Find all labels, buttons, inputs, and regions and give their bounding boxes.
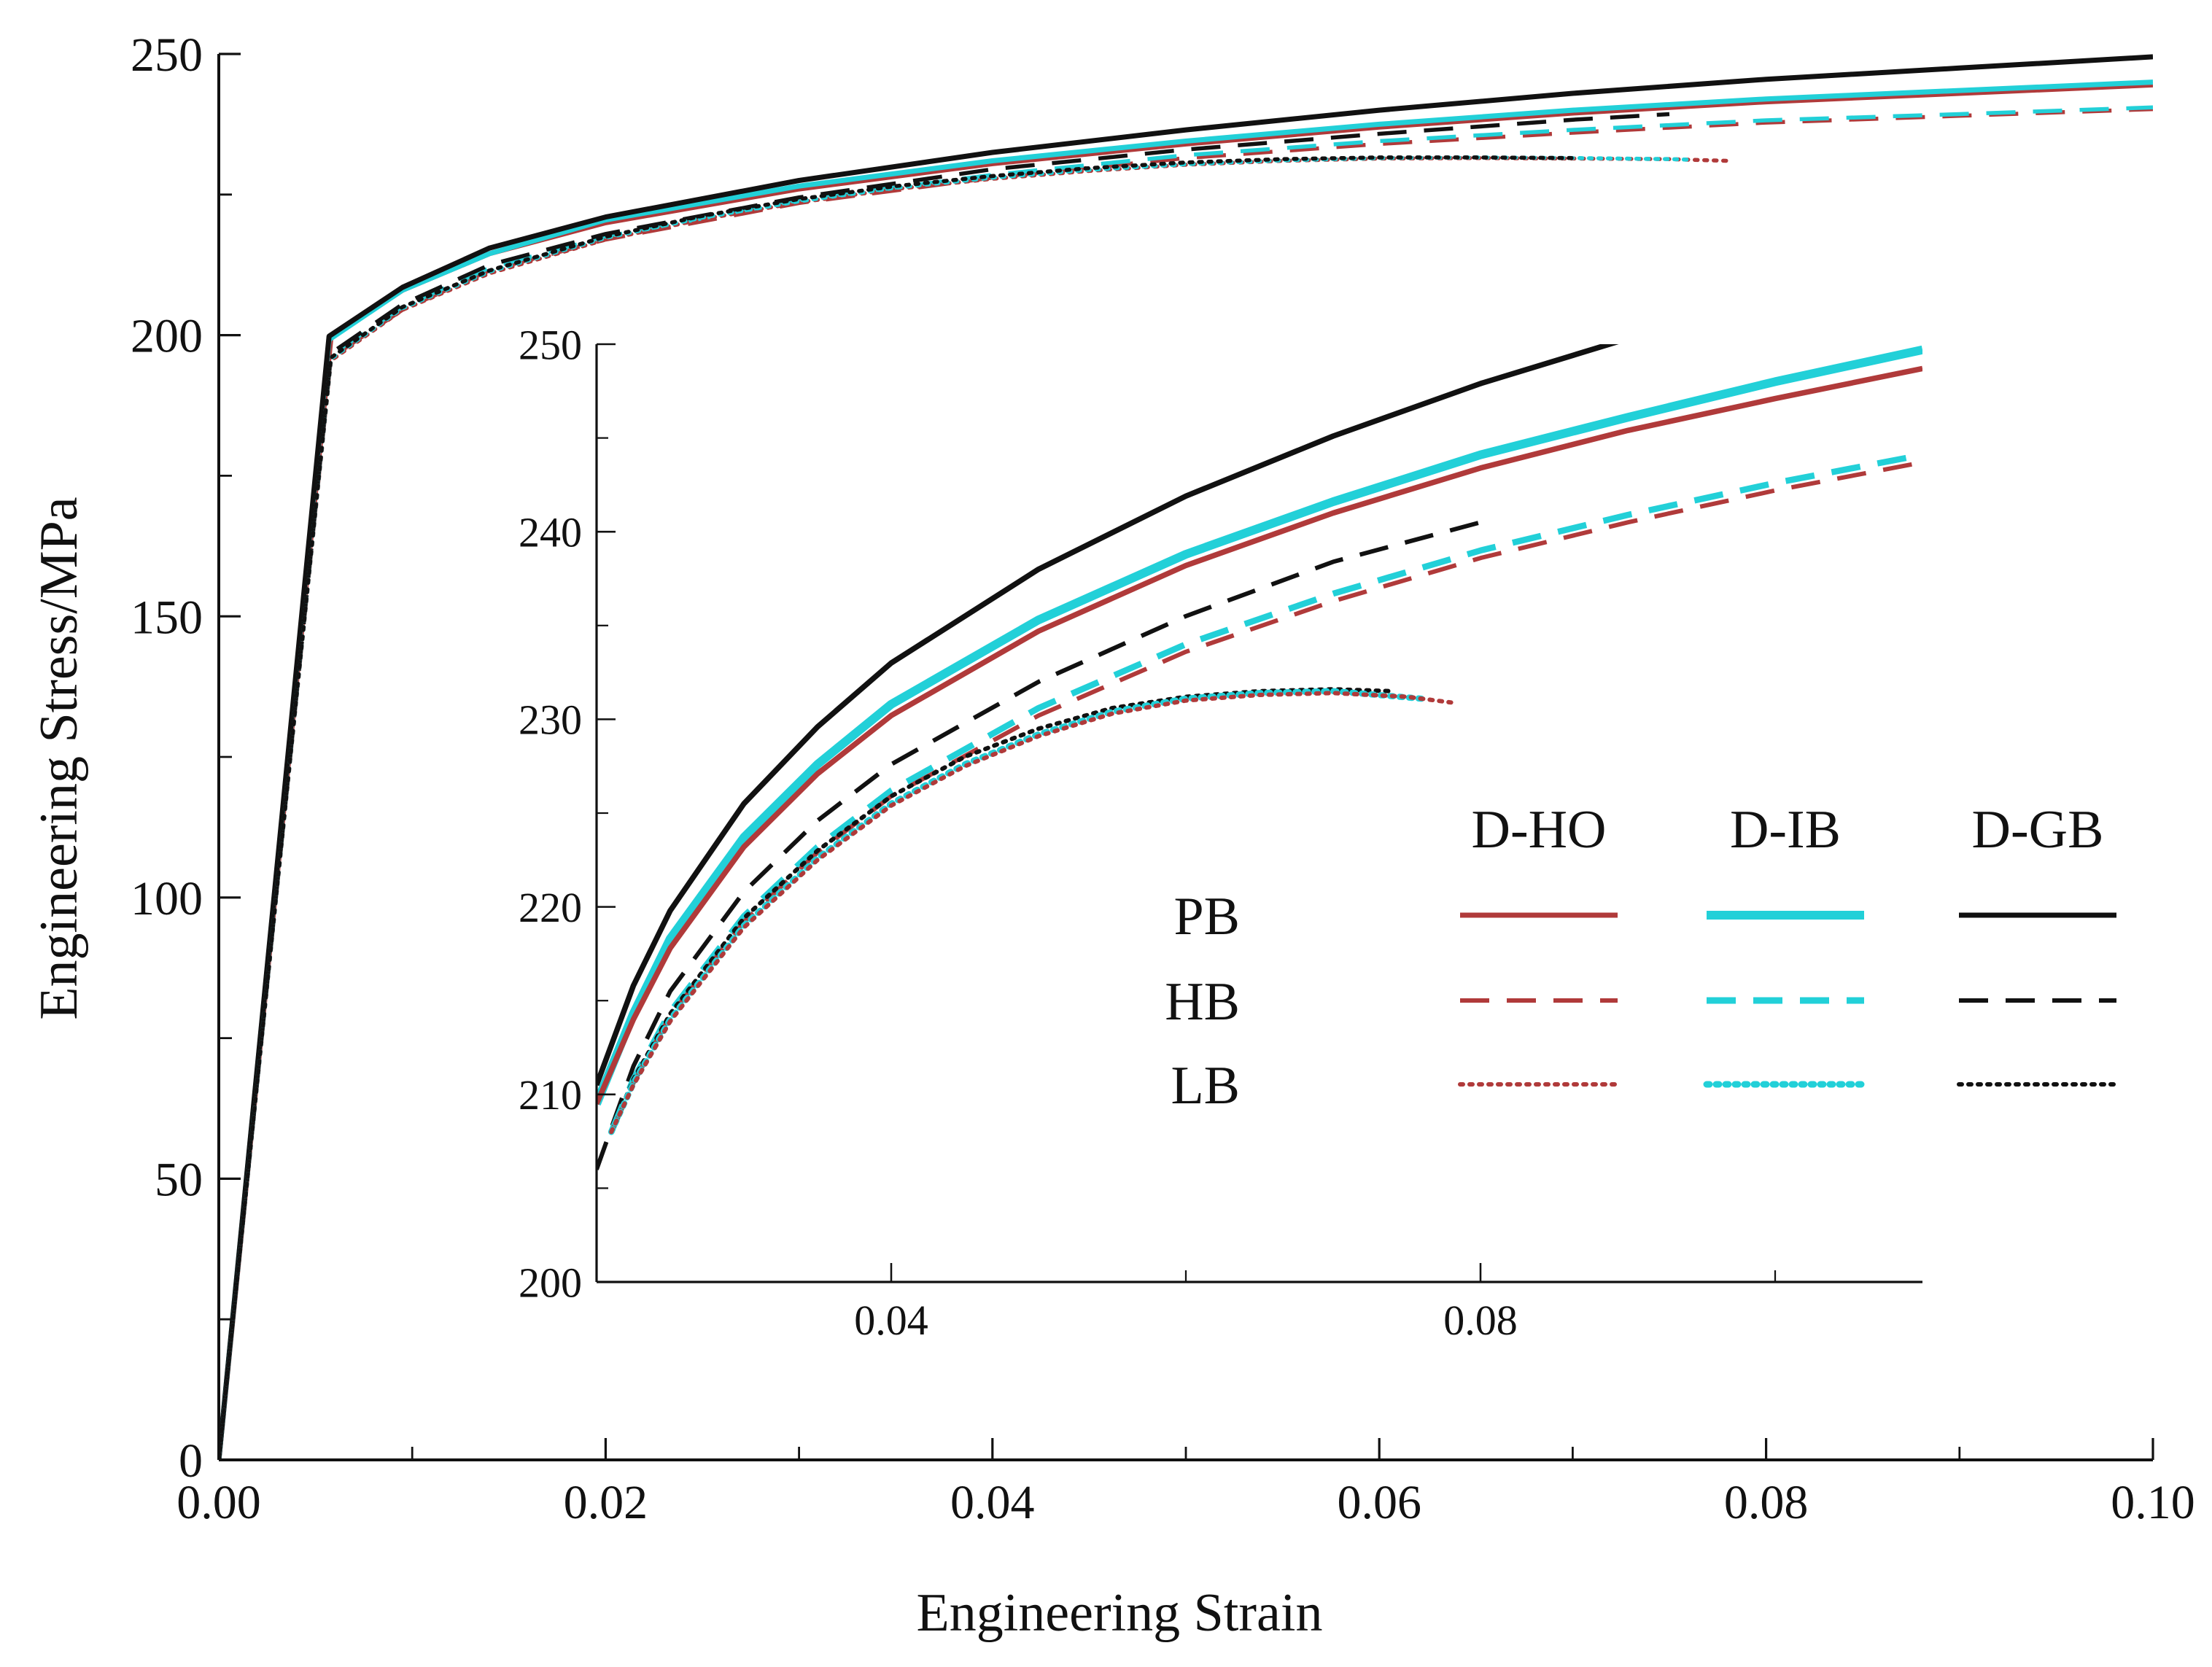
main-y-tick-label: 50 [155,1154,203,1207]
main-y-tick-label: 0 [179,1434,203,1488]
y-axis-title: Engineering Stress/MPa [29,497,89,1019]
main-series-group [219,54,2153,1460]
legend: D-HO D-IB D-GB PB HB LB [1165,800,2119,1116]
main-series-d-gb-hb [219,112,1670,1460]
inset-y-tick-label: 250 [519,321,582,368]
legend-column-d-ho: D-HO [1472,800,1607,860]
main-y-tick-label: 100 [131,872,203,925]
inset-x-tick-label: 0.08 [1443,1297,1518,1344]
inset-series-d-ib-pb [597,345,1922,1105]
x-axis-title: Engineering Strain [917,1583,1323,1643]
inset-background [487,315,1930,1377]
inset-series-d-ho-hb [609,460,1922,1133]
inset-axes: 200 210 220 230 240 250 0.04 0.08 [519,321,1922,1344]
inset-series-d-ho-pb [597,365,1922,1105]
inset-series-d-gb-hb [597,520,1481,1170]
inset-plot: 200 210 220 230 240 250 0.04 0.08 [487,315,1930,1377]
legend-column-d-gb: D-GB [1972,800,2104,860]
inset-series-d-gb-pb [597,344,1619,1087]
legend-column-d-ib: D-IB [1730,800,1841,860]
inset-series-d-gb-lb [609,687,1394,1135]
legend-row-hb: HB [1165,972,1240,1032]
main-x-tick-label: 0.06 [1337,1476,1421,1529]
inset-series-group [597,344,1922,1170]
main-y-tick-label: 200 [131,310,203,363]
legend-row-pb: PB [1173,887,1240,947]
main-x-tick-label: 0.00 [176,1476,261,1529]
inset-y-tick-label: 210 [519,1071,582,1119]
inset-y-tick-label: 240 [519,509,582,556]
main-x-tick-label: 0.10 [2111,1476,2195,1529]
main-y-tick-label: 250 [131,28,203,82]
main-x-tick-label: 0.08 [1724,1476,1809,1529]
legend-row-lb: LB [1171,1056,1240,1116]
inset-y-tick-label: 230 [519,696,582,744]
inset-series-d-ib-hb [608,451,1922,1133]
inset-y-tick-label: 220 [519,884,582,931]
inset-x-tick-label: 0.04 [854,1297,928,1344]
main-x-tick-label: 0.02 [564,1476,648,1529]
main-series-d-ib-hb [219,105,2153,1460]
main-series-d-gb-lb [219,155,1575,1460]
inset-y-tick-label: 200 [519,1259,582,1306]
main-axes: 0 50 100 150 200 250 0.00 0.02 0.04 0.06 0.08 0.10 [131,28,2195,1529]
main-x-tick-label: 0.04 [950,1476,1035,1529]
inset-series-d-ho-lb [609,691,1454,1135]
main-series-d-gb-pb [219,54,2153,1460]
main-y-tick-label: 150 [131,591,203,644]
